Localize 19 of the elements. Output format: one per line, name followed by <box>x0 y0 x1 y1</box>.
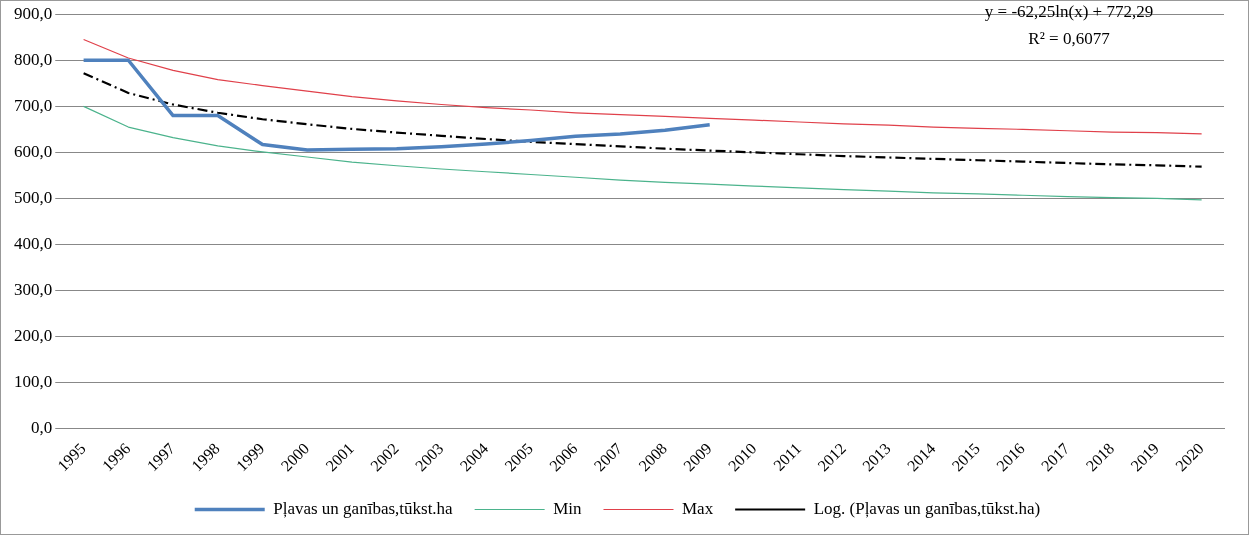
y-tick-label: 0,0 <box>31 418 53 438</box>
y-tick-label: 300,0 <box>14 280 53 300</box>
annotation: y = -62,25ln(x) + 772,29 <box>984 2 1154 22</box>
y-tick-label: 700,0 <box>14 95 53 115</box>
y-tick-label: 200,0 <box>14 326 53 346</box>
x-tick-label: 1999 <box>232 439 268 475</box>
legend-label: Log. (Pļavas un ganības,tūkst.ha) <box>813 498 1041 518</box>
y-tick-label: 800,0 <box>14 49 53 69</box>
y-tick-label: 900,0 <box>14 3 53 23</box>
legend-label: Max <box>681 498 714 518</box>
y-tick-label: 100,0 <box>14 372 53 392</box>
legend-label: Min <box>553 498 582 518</box>
y-tick-label: 500,0 <box>14 187 53 207</box>
x-tick-label: 2011 <box>770 439 805 474</box>
y-tick-label: 600,0 <box>14 141 53 161</box>
legend-label: Pļavas un ganības,tūkst.ha <box>273 498 454 518</box>
y-tick-label: 400,0 <box>14 234 53 253</box>
annotation: R² = 0,6077 <box>1028 29 1111 49</box>
line-series <box>82 72 1203 168</box>
